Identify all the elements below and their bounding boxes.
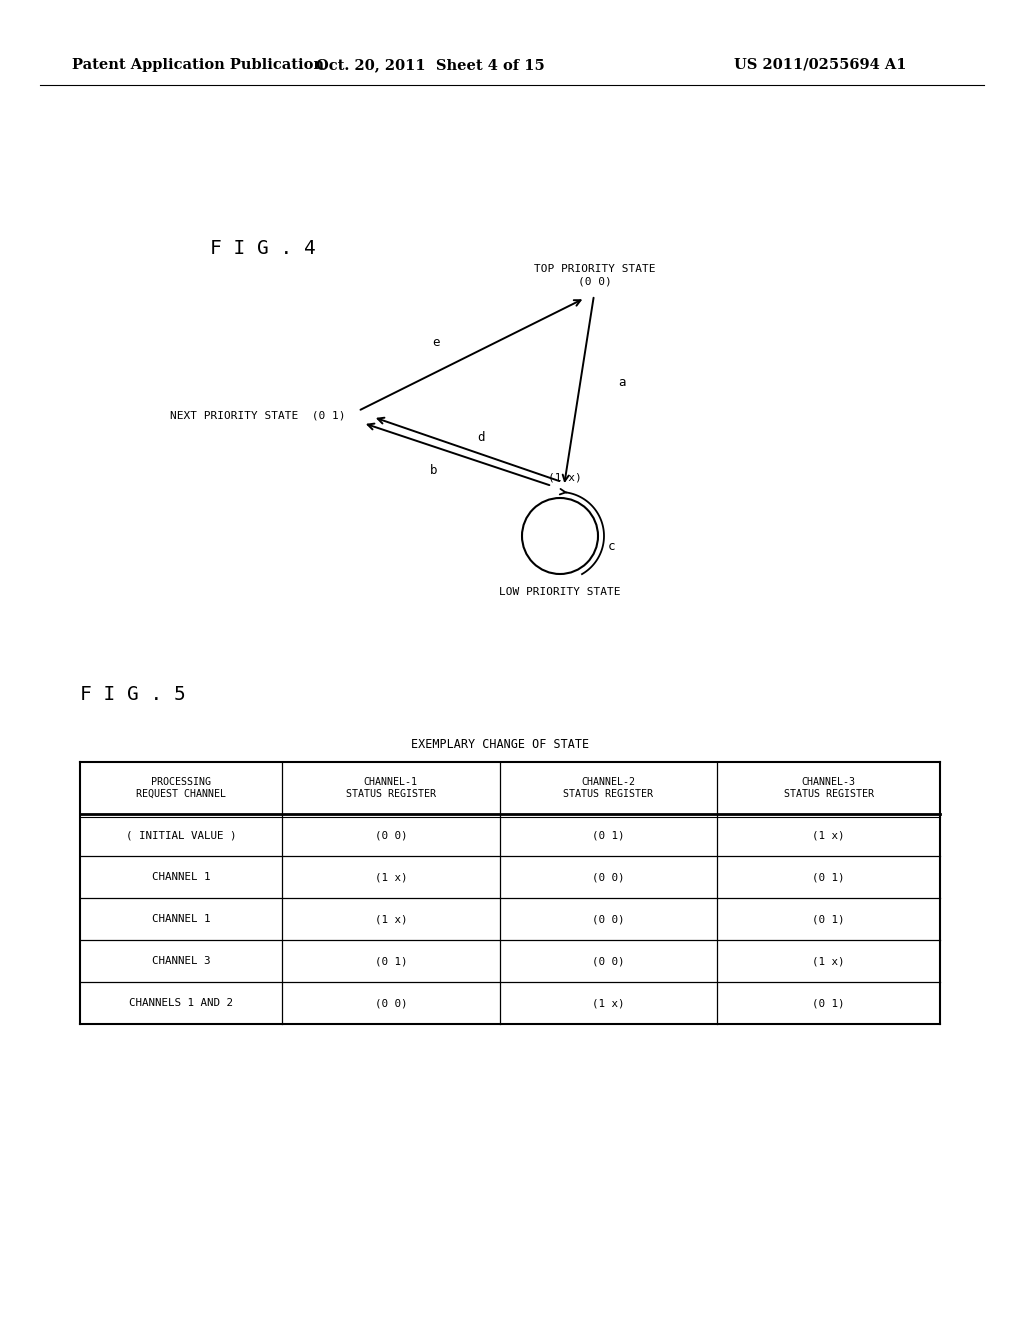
Text: (0 0): (0 0) [375, 998, 408, 1008]
Text: EXEMPLARY CHANGE OF STATE: EXEMPLARY CHANGE OF STATE [411, 738, 589, 751]
Text: (0 0): (0 0) [579, 276, 612, 286]
Text: (1 x): (1 x) [812, 830, 845, 840]
Text: (1 x): (1 x) [375, 873, 408, 882]
Text: (0 1): (0 1) [375, 956, 408, 966]
Text: (0 1): (0 1) [592, 830, 625, 840]
Text: F I G . 5: F I G . 5 [80, 685, 185, 705]
Text: (0 1): (0 1) [812, 873, 845, 882]
Text: (1 x): (1 x) [812, 956, 845, 966]
Text: Patent Application Publication: Patent Application Publication [72, 58, 324, 73]
Text: d: d [477, 432, 485, 444]
Text: CHANNEL-2
STATUS REGISTER: CHANNEL-2 STATUS REGISTER [563, 777, 653, 799]
Text: US 2011/0255694 A1: US 2011/0255694 A1 [734, 58, 906, 73]
Text: TOP PRIORITY STATE: TOP PRIORITY STATE [535, 264, 655, 275]
Text: (0 0): (0 0) [592, 873, 625, 882]
Text: CHANNELS 1 AND 2: CHANNELS 1 AND 2 [129, 998, 233, 1008]
Text: c: c [608, 540, 615, 553]
Text: (0 1): (0 1) [812, 998, 845, 1008]
Text: LOW PRIORITY STATE: LOW PRIORITY STATE [500, 587, 621, 597]
Text: Oct. 20, 2011  Sheet 4 of 15: Oct. 20, 2011 Sheet 4 of 15 [315, 58, 545, 73]
Text: CHANNEL 1: CHANNEL 1 [152, 873, 210, 882]
Text: ( INITIAL VALUE ): ( INITIAL VALUE ) [126, 830, 237, 840]
Text: e: e [432, 337, 440, 350]
Text: F I G . 4: F I G . 4 [210, 239, 315, 257]
Text: a: a [618, 376, 626, 389]
Text: (1 x): (1 x) [375, 913, 408, 924]
Text: (1 x): (1 x) [592, 998, 625, 1008]
Text: PROCESSING
REQUEST CHANNEL: PROCESSING REQUEST CHANNEL [136, 777, 226, 799]
Text: (1 x): (1 x) [548, 473, 582, 483]
Text: (0 0): (0 0) [592, 913, 625, 924]
Text: b: b [429, 465, 437, 477]
Text: CHANNEL 3: CHANNEL 3 [152, 956, 210, 966]
Text: (0 1): (0 1) [812, 913, 845, 924]
Text: (0 0): (0 0) [375, 830, 408, 840]
Text: NEXT PRIORITY STATE  (0 1): NEXT PRIORITY STATE (0 1) [170, 411, 345, 420]
Text: CHANNEL-1
STATUS REGISTER: CHANNEL-1 STATUS REGISTER [346, 777, 436, 799]
Text: CHANNEL-3
STATUS REGISTER: CHANNEL-3 STATUS REGISTER [783, 777, 873, 799]
Text: (0 0): (0 0) [592, 956, 625, 966]
Text: CHANNEL 1: CHANNEL 1 [152, 913, 210, 924]
